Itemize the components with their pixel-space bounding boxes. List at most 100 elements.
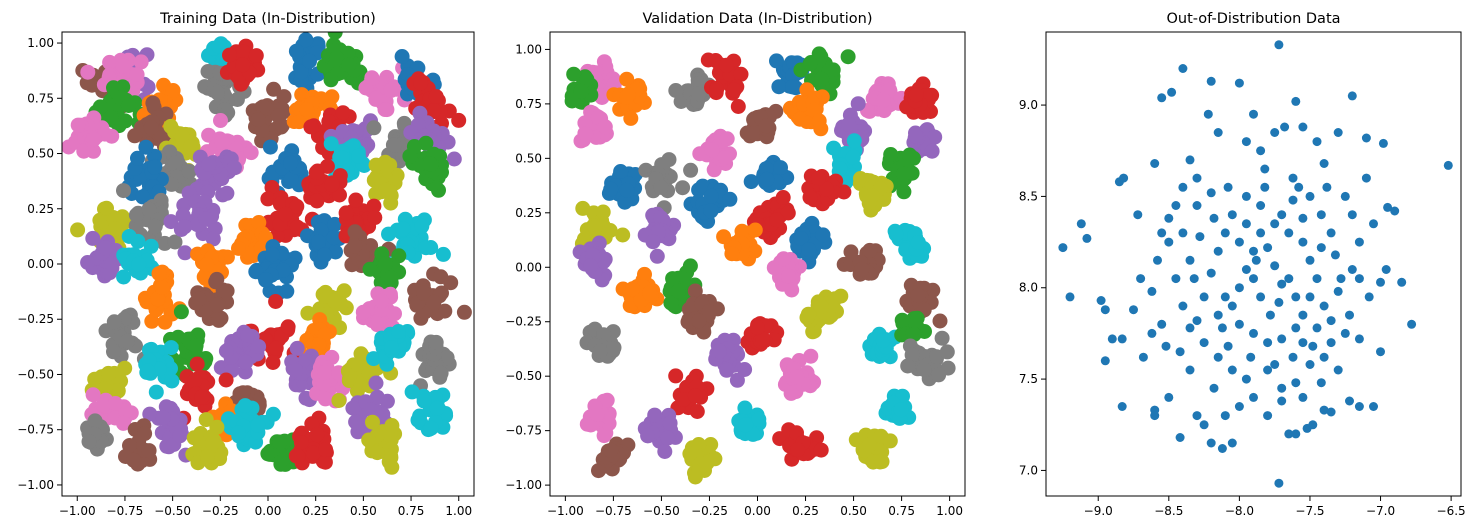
scatter-point bbox=[802, 56, 818, 72]
scatter-point bbox=[1082, 233, 1092, 243]
scatter-point bbox=[1381, 265, 1391, 274]
x-tick-label: −9.0 bbox=[1084, 504, 1113, 518]
scatter-point bbox=[264, 180, 280, 195]
scatter-point bbox=[150, 291, 166, 307]
scatter-point bbox=[165, 83, 181, 98]
scatter-point bbox=[311, 337, 327, 353]
scatter-point bbox=[1100, 305, 1110, 315]
scatter-point bbox=[428, 334, 444, 350]
scatter-point bbox=[1167, 87, 1177, 97]
scatter-point bbox=[1277, 279, 1287, 289]
scatter-point bbox=[324, 177, 340, 193]
scatter-point bbox=[250, 112, 266, 127]
cluster-29 bbox=[716, 222, 763, 267]
scatter-point bbox=[391, 324, 406, 339]
scatter-point bbox=[70, 117, 86, 133]
scatter-point bbox=[1326, 407, 1336, 417]
scatter-point bbox=[793, 231, 809, 246]
scatter-point bbox=[283, 171, 299, 187]
scatter-point bbox=[142, 406, 158, 422]
scatter-point bbox=[1326, 338, 1336, 348]
scatter-point bbox=[1326, 228, 1336, 238]
cluster-32 bbox=[615, 266, 665, 315]
scatter-point bbox=[422, 156, 438, 172]
scatter-point bbox=[759, 171, 775, 187]
y-tick-label: 1.00 bbox=[515, 42, 542, 56]
scatter-point bbox=[319, 158, 335, 174]
scatter-point bbox=[862, 242, 878, 258]
scatter-point bbox=[309, 193, 325, 209]
scatter-point bbox=[81, 434, 97, 450]
scatter-point bbox=[1369, 219, 1378, 229]
cluster-18 bbox=[743, 154, 795, 193]
scatter-point bbox=[1316, 378, 1326, 388]
scatter-point bbox=[366, 120, 382, 136]
scatter-point bbox=[1319, 352, 1329, 362]
scatter-point bbox=[260, 191, 276, 207]
scatter-point bbox=[164, 373, 180, 389]
scatter-point bbox=[1256, 228, 1266, 238]
scatter-point bbox=[875, 333, 891, 349]
scatter-point bbox=[275, 262, 291, 278]
scatter-point bbox=[1294, 182, 1304, 192]
scatter-point bbox=[1277, 210, 1287, 220]
scatter-point bbox=[896, 166, 912, 182]
scatter-point bbox=[334, 150, 350, 166]
scatter-point bbox=[583, 258, 599, 274]
scatter-point bbox=[200, 449, 215, 464]
scatter-point bbox=[1076, 219, 1086, 229]
scatter-point bbox=[212, 451, 228, 467]
scatter-point bbox=[317, 454, 333, 470]
scatter-point bbox=[1223, 341, 1233, 351]
scatter-point bbox=[145, 95, 161, 111]
scatter-point bbox=[579, 71, 595, 87]
scatter-point bbox=[80, 255, 96, 270]
scatter-point bbox=[579, 416, 595, 432]
scatter-point bbox=[189, 356, 205, 372]
scatter-point bbox=[1443, 160, 1453, 170]
scatter-point bbox=[135, 189, 151, 205]
scatter-point bbox=[213, 113, 228, 128]
scatter-point bbox=[719, 131, 735, 147]
cluster-37 bbox=[579, 321, 622, 364]
cluster-52 bbox=[242, 294, 302, 370]
scatter-point bbox=[662, 415, 678, 431]
scatter-point bbox=[1305, 360, 1315, 369]
scatter-point bbox=[1291, 96, 1301, 106]
y-tick-label: 0.25 bbox=[515, 206, 542, 220]
scatter-point bbox=[198, 211, 214, 227]
scatter-point bbox=[729, 372, 745, 388]
scatter-point bbox=[596, 428, 612, 444]
scatter-point bbox=[1378, 138, 1388, 148]
scatter-point bbox=[237, 398, 253, 414]
scatter-point bbox=[910, 235, 926, 250]
scatter-point bbox=[675, 180, 691, 196]
scatter-point bbox=[595, 204, 611, 220]
scatter-point bbox=[841, 116, 857, 132]
scatter-point bbox=[106, 344, 121, 360]
scatter-point bbox=[692, 146, 708, 162]
scatter-point bbox=[147, 218, 163, 234]
scatter-point bbox=[293, 64, 309, 80]
scatter-point bbox=[278, 206, 293, 222]
scatter-point bbox=[1117, 334, 1127, 344]
x-tick-label: 1.00 bbox=[936, 504, 963, 518]
cluster-20 bbox=[852, 171, 894, 218]
x-tick-label: −8.0 bbox=[1225, 504, 1254, 518]
scatter-point bbox=[439, 350, 455, 366]
scatter-point bbox=[1150, 159, 1160, 168]
scatter-point bbox=[1206, 268, 1216, 278]
scatter-point bbox=[1270, 219, 1280, 229]
x-tick-label: −1.00 bbox=[59, 504, 96, 518]
cluster-48 bbox=[407, 266, 472, 326]
scatter-point bbox=[418, 135, 434, 151]
x-tick-label: −1.00 bbox=[547, 504, 584, 518]
scatter-point bbox=[1213, 128, 1223, 137]
scatter-point bbox=[414, 218, 430, 234]
scatter-point bbox=[404, 384, 420, 400]
cluster-45 bbox=[579, 392, 617, 444]
x-tick-label: −6.5 bbox=[1437, 504, 1466, 518]
y-tick-label: −0.50 bbox=[17, 367, 54, 381]
scatter-point bbox=[573, 83, 589, 99]
scatter-point bbox=[1397, 277, 1407, 287]
